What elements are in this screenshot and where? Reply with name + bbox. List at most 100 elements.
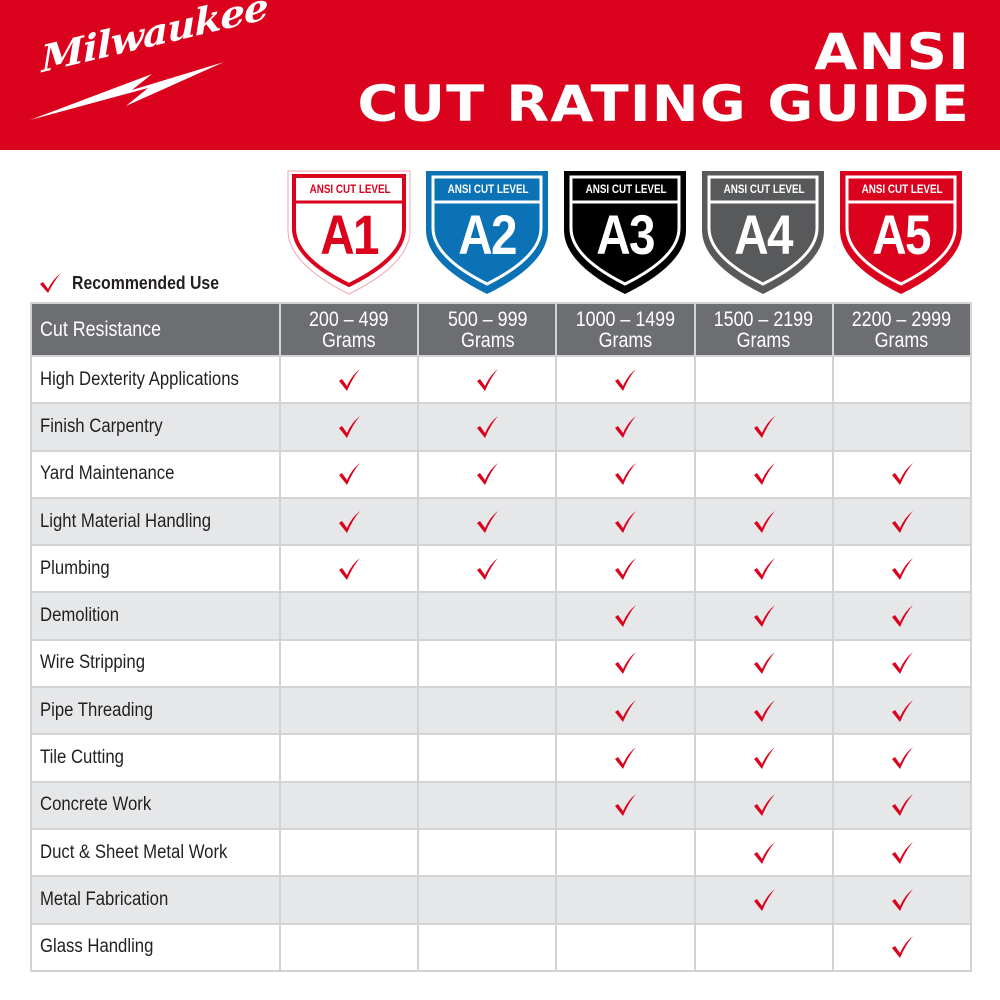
checkmark-icon bbox=[891, 699, 913, 722]
rating-cell-a1 bbox=[278, 686, 420, 736]
checkmark-icon bbox=[753, 415, 775, 438]
rating-cell-a5 bbox=[831, 402, 972, 452]
application-label: Glass Handling bbox=[40, 936, 154, 958]
checkmark-icon bbox=[40, 273, 61, 293]
checkmark-icon bbox=[615, 415, 637, 438]
rating-cell-a4 bbox=[693, 591, 834, 641]
rating-cell-a1 bbox=[278, 354, 420, 405]
table-row: High Dexterity Applications bbox=[30, 354, 972, 405]
shield-icon bbox=[840, 171, 962, 294]
legend-label: Recommended Use bbox=[72, 272, 220, 293]
checkmark-icon bbox=[615, 794, 637, 817]
rating-cell-a5 bbox=[831, 827, 972, 878]
application-cell: Wire Stripping bbox=[30, 638, 281, 689]
table-row: Yard Maintenance bbox=[30, 449, 972, 499]
application-label: Duct & Sheet Metal Work bbox=[40, 841, 228, 863]
rating-cell-a1 bbox=[278, 733, 420, 783]
rating-cell-a4 bbox=[693, 354, 834, 405]
checkmark-icon bbox=[891, 652, 913, 675]
application-label: Light Material Handling bbox=[40, 510, 212, 532]
rating-cell-a3 bbox=[555, 544, 696, 594]
rating-cell-a2 bbox=[417, 686, 558, 736]
badge-a4: ANSI CUT LEVEL A4 bbox=[699, 168, 827, 296]
application-label: High Dexterity Applications bbox=[40, 368, 239, 390]
checkmark-icon bbox=[339, 510, 361, 533]
application-cell: Glass Handling bbox=[30, 922, 281, 972]
shield-icon bbox=[564, 171, 686, 294]
checkmark-icon bbox=[891, 888, 913, 911]
table-row: Tile Cutting bbox=[30, 733, 972, 783]
badge-code: A2 bbox=[458, 203, 517, 266]
application-label: Yard Maintenance bbox=[40, 463, 175, 485]
rating-cell-a1 bbox=[278, 638, 420, 689]
column-header-a2: 500 – 999 Grams bbox=[417, 302, 558, 357]
rating-cell-a3 bbox=[555, 780, 696, 830]
checkmark-icon bbox=[615, 557, 637, 580]
rating-cell-a2 bbox=[417, 827, 558, 878]
rating-cell-a5 bbox=[831, 686, 972, 736]
application-label: Metal Fabrication bbox=[40, 888, 169, 910]
application-label: Concrete Work bbox=[40, 794, 152, 816]
application-cell: Pipe Threading bbox=[30, 686, 281, 736]
badge-a1: ANSI CUT LEVEL A1 bbox=[285, 168, 413, 296]
rating-cell-a4 bbox=[693, 827, 834, 878]
rating-cell-a3 bbox=[555, 449, 696, 499]
table-row: Concrete Work bbox=[30, 780, 972, 830]
lightning-bolt-icon bbox=[30, 62, 224, 120]
checkmark-icon bbox=[477, 463, 499, 486]
rating-cell-a1 bbox=[278, 875, 420, 925]
checkmark-icon bbox=[615, 463, 637, 486]
checkmark-icon bbox=[615, 747, 637, 770]
title-line-2: CUT RATING GUIDE bbox=[357, 75, 970, 133]
application-label: Tile Cutting bbox=[40, 747, 124, 769]
title-line-1: ANSI bbox=[814, 23, 970, 81]
rating-cell-a1 bbox=[278, 591, 420, 641]
checkmark-icon bbox=[339, 415, 361, 438]
shield-icon bbox=[702, 171, 824, 294]
badge-label: ANSI CUT LEVEL bbox=[585, 182, 667, 196]
column-header-a1: 200 – 499 Grams bbox=[278, 302, 420, 357]
rating-cell-a3 bbox=[555, 638, 696, 689]
rating-cell-a5 bbox=[831, 733, 972, 783]
application-cell: Light Material Handling bbox=[30, 496, 281, 547]
table-row: Pipe Threading bbox=[30, 686, 972, 736]
rating-cell-a2 bbox=[417, 591, 558, 641]
badge-label: ANSI CUT LEVEL bbox=[723, 182, 805, 196]
checkmark-icon bbox=[753, 652, 775, 675]
checkmark-icon bbox=[891, 841, 913, 864]
checkmark-icon bbox=[339, 557, 361, 580]
application-label: Plumbing bbox=[40, 557, 110, 579]
rating-cell-a4 bbox=[693, 402, 834, 452]
rating-cell-a4 bbox=[693, 922, 834, 972]
page-title: ANSI CUT RATING GUIDE bbox=[357, 26, 970, 130]
table-row: Metal Fabrication bbox=[30, 875, 972, 925]
checkmark-icon bbox=[753, 841, 775, 864]
application-label: Wire Stripping bbox=[40, 652, 146, 674]
rating-cell-a2 bbox=[417, 354, 558, 405]
badge-code: A4 bbox=[734, 203, 793, 266]
rating-cell-a1 bbox=[278, 496, 420, 547]
rating-cell-a4 bbox=[693, 875, 834, 925]
rating-cell-a1 bbox=[278, 402, 420, 452]
checkmark-icon bbox=[891, 557, 913, 580]
checkmark-icon bbox=[753, 888, 775, 911]
checkmark-icon bbox=[753, 510, 775, 533]
badge-a3: ANSI CUT LEVEL A3 bbox=[561, 168, 689, 296]
badge-label: ANSI CUT LEVEL bbox=[861, 182, 943, 196]
rating-cell-a1 bbox=[278, 449, 420, 499]
rating-cell-a5 bbox=[831, 496, 972, 547]
rating-cell-a3 bbox=[555, 354, 696, 405]
table-row: Plumbing bbox=[30, 544, 972, 594]
shield-icon bbox=[426, 171, 548, 294]
rating-cell-a5 bbox=[831, 780, 972, 830]
rating-cell-a5 bbox=[831, 922, 972, 972]
rating-cell-a3 bbox=[555, 402, 696, 452]
column-header-cut-resistance: Cut Resistance bbox=[30, 302, 281, 357]
rating-cell-a3 bbox=[555, 496, 696, 547]
rating-cell-a2 bbox=[417, 638, 558, 689]
table-row: Wire Stripping bbox=[30, 638, 972, 689]
rating-cell-a1 bbox=[278, 827, 420, 878]
checkmark-icon bbox=[615, 699, 637, 722]
rating-cell-a3 bbox=[555, 922, 696, 972]
badge-label: ANSI CUT LEVEL bbox=[309, 182, 391, 196]
